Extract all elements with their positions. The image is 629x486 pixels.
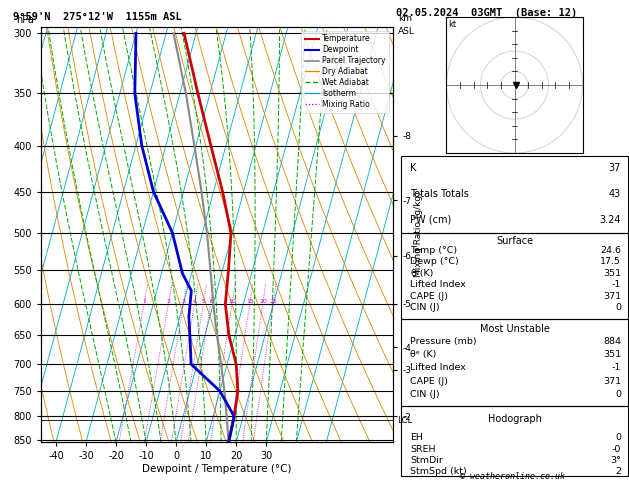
Text: 2: 2 bbox=[615, 467, 621, 476]
Text: 884: 884 bbox=[603, 337, 621, 346]
X-axis label: Dewpoint / Temperature (°C): Dewpoint / Temperature (°C) bbox=[142, 464, 292, 474]
Text: LCL: LCL bbox=[397, 416, 412, 425]
Text: 351: 351 bbox=[603, 350, 621, 359]
Text: hPa: hPa bbox=[16, 15, 34, 25]
Text: 0: 0 bbox=[615, 390, 621, 399]
Bar bbox=[401, 406, 628, 476]
Bar bbox=[401, 232, 628, 319]
Text: Hodograph: Hodograph bbox=[487, 414, 542, 423]
Text: 6: 6 bbox=[209, 299, 213, 304]
Legend: Temperature, Dewpoint, Parcel Trajectory, Dry Adiabat, Wet Adiabat, Isotherm, Mi: Temperature, Dewpoint, Parcel Trajectory… bbox=[301, 31, 389, 113]
Text: 24.6: 24.6 bbox=[600, 245, 621, 255]
Text: Most Unstable: Most Unstable bbox=[479, 324, 550, 334]
Text: 2: 2 bbox=[167, 299, 171, 304]
Text: Surface: Surface bbox=[496, 236, 533, 245]
Text: 0: 0 bbox=[615, 434, 621, 442]
Text: 15: 15 bbox=[247, 299, 254, 304]
Text: 371: 371 bbox=[603, 292, 621, 301]
Text: 10: 10 bbox=[228, 299, 237, 304]
Text: 02.05.2024  03GMT  (Base: 12): 02.05.2024 03GMT (Base: 12) bbox=[396, 8, 577, 18]
Text: 37: 37 bbox=[609, 163, 621, 174]
Text: ASL: ASL bbox=[398, 27, 415, 36]
Text: CAPE (J): CAPE (J) bbox=[410, 292, 448, 301]
Text: StmDir: StmDir bbox=[410, 456, 443, 465]
Text: 3°: 3° bbox=[610, 456, 621, 465]
Text: SREH: SREH bbox=[410, 445, 436, 453]
Text: PW (cm): PW (cm) bbox=[410, 215, 452, 225]
Text: -1: -1 bbox=[611, 364, 621, 372]
Text: © weatheronline.co.uk: © weatheronline.co.uk bbox=[460, 472, 565, 481]
Text: K: K bbox=[410, 163, 417, 174]
Text: CIN (J): CIN (J) bbox=[410, 303, 440, 312]
Text: EH: EH bbox=[410, 434, 423, 442]
Text: 1: 1 bbox=[143, 299, 147, 304]
Text: 3: 3 bbox=[182, 299, 186, 304]
Text: Pressure (mb): Pressure (mb) bbox=[410, 337, 477, 346]
Bar bbox=[401, 319, 628, 406]
Text: 3.24: 3.24 bbox=[599, 215, 621, 225]
Text: 25: 25 bbox=[269, 299, 277, 304]
Text: -0: -0 bbox=[611, 445, 621, 453]
Text: 4: 4 bbox=[193, 299, 197, 304]
Y-axis label: Mixing Ratio (g/kg): Mixing Ratio (g/kg) bbox=[414, 191, 423, 278]
Text: Dewp (°C): Dewp (°C) bbox=[410, 257, 459, 266]
Text: StmSpd (kt): StmSpd (kt) bbox=[410, 467, 467, 476]
Text: Lifted Index: Lifted Index bbox=[410, 280, 466, 289]
Text: 9°59'N  275°12'W  1155m ASL: 9°59'N 275°12'W 1155m ASL bbox=[13, 12, 181, 22]
Text: θᵉ(K): θᵉ(K) bbox=[410, 269, 434, 278]
Text: 0: 0 bbox=[615, 303, 621, 312]
Text: kt: kt bbox=[448, 20, 456, 29]
Text: km: km bbox=[398, 14, 413, 22]
Text: Totals Totals: Totals Totals bbox=[410, 189, 469, 199]
Text: 20: 20 bbox=[259, 299, 267, 304]
Text: CIN (J): CIN (J) bbox=[410, 390, 440, 399]
Text: Lifted Index: Lifted Index bbox=[410, 364, 466, 372]
Text: 351: 351 bbox=[603, 269, 621, 278]
Text: 17.5: 17.5 bbox=[600, 257, 621, 266]
Text: 5: 5 bbox=[202, 299, 206, 304]
Bar bbox=[401, 156, 628, 232]
Text: -1: -1 bbox=[611, 280, 621, 289]
Text: CAPE (J): CAPE (J) bbox=[410, 377, 448, 385]
Text: 371: 371 bbox=[603, 377, 621, 385]
Text: 43: 43 bbox=[609, 189, 621, 199]
Text: Temp (°C): Temp (°C) bbox=[410, 245, 457, 255]
Text: θᵉ (K): θᵉ (K) bbox=[410, 350, 437, 359]
